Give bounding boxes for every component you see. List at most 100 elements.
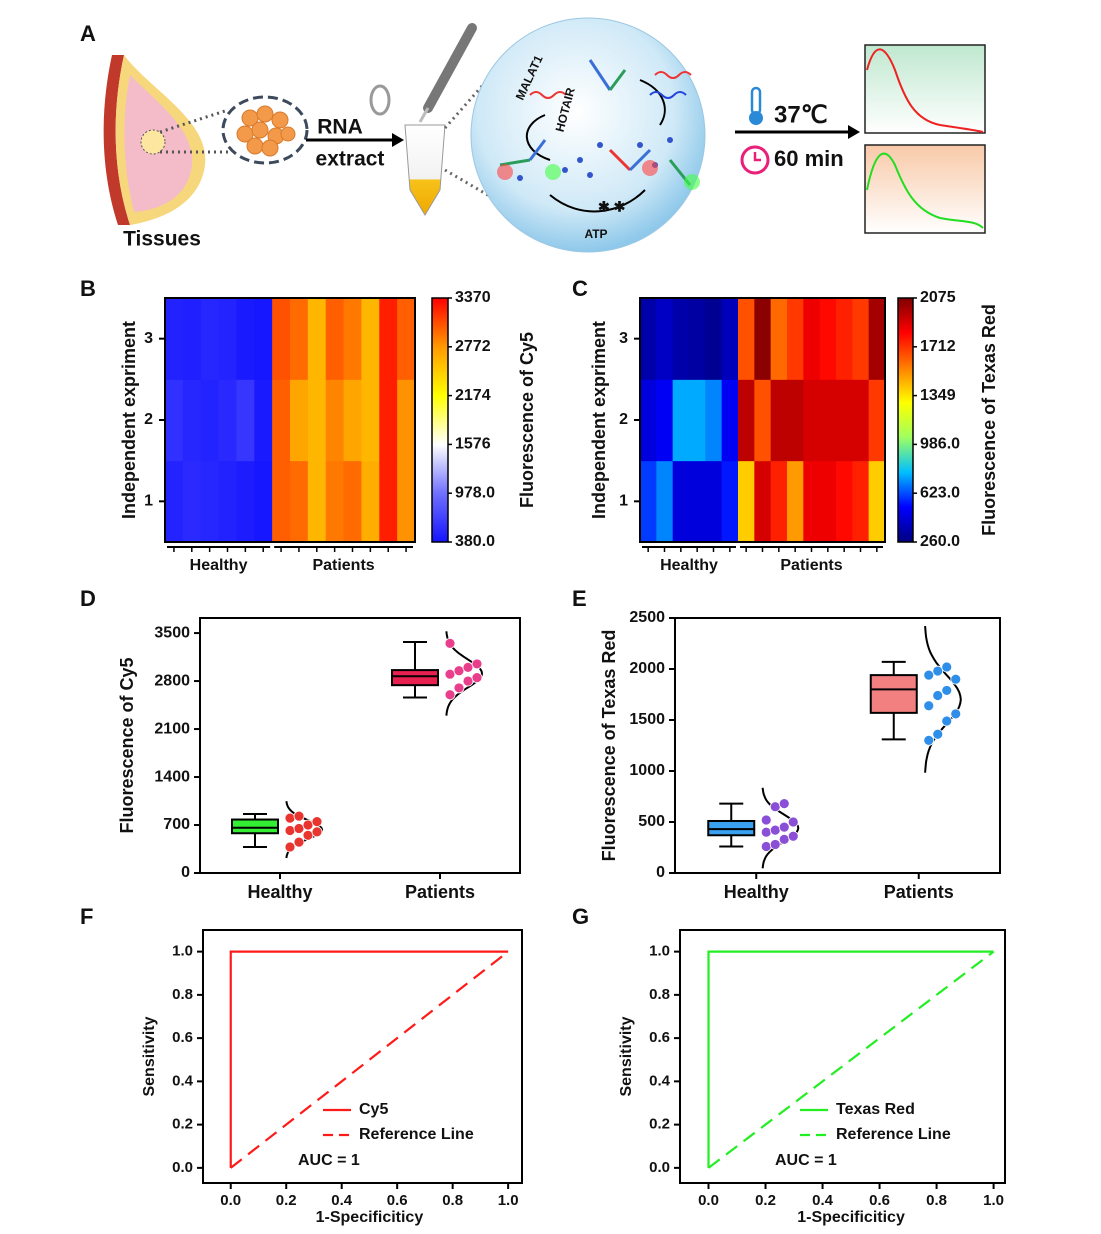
heatmap-cell (272, 460, 291, 543)
data-point (923, 700, 935, 712)
heatmap-cell (236, 379, 255, 462)
probes (499, 59, 692, 186)
heatmap-cell (379, 379, 398, 462)
y-tick-label: 1500 (629, 711, 665, 728)
y-axis-label: Sensitivity (141, 1016, 158, 1096)
data-point (941, 661, 953, 673)
panel-label: C (572, 276, 588, 301)
heatmap-cell (182, 460, 202, 543)
heatmap-cell (738, 460, 755, 543)
y-tick-label: 3500 (154, 624, 190, 641)
heatmap-cell (705, 379, 723, 462)
data-point (444, 637, 456, 649)
data-point (284, 841, 296, 853)
group-label: Patients (312, 557, 374, 574)
heatmap-cell (307, 460, 327, 543)
heatmap-cell (254, 379, 273, 462)
x-tick-label: 1.0 (498, 1192, 519, 1209)
heatmap-cell (819, 379, 837, 462)
roc-line (707, 950, 995, 1169)
y-tick-label: 2800 (154, 672, 190, 689)
heatmap-cell (218, 379, 237, 462)
atp-label: ATP (584, 227, 607, 241)
data-point (471, 658, 483, 670)
colorbar-tick-label: 3370 (455, 289, 491, 306)
heatmap-cell (803, 460, 821, 543)
data-point (932, 728, 944, 740)
heatmap-cell (868, 379, 886, 462)
heatmap-cell (397, 298, 416, 380)
heatmap-cell (787, 298, 804, 380)
roc-line (707, 950, 994, 1168)
data-point (311, 826, 323, 838)
heatmap-cell (852, 460, 870, 543)
y-tick-label: 700 (163, 816, 190, 833)
cells (236, 105, 296, 157)
heatmap-cell (397, 460, 416, 543)
panel-label: D (80, 586, 96, 611)
roc-line (229, 950, 509, 1168)
colorbar-tick-label: 978.0 (455, 484, 495, 501)
group-label: Healthy (190, 557, 248, 574)
heatmap-cell (182, 379, 202, 462)
colorbar-tick-label: 2174 (455, 387, 491, 404)
signal (684, 174, 700, 190)
annotation: AUC = 1 (775, 1152, 837, 1169)
data-point (760, 814, 772, 826)
rna-strand (529, 91, 567, 99)
colorbar-tick-label: 1576 (455, 436, 491, 453)
data-point (769, 801, 781, 813)
heatmap-cell (361, 460, 380, 543)
arrowhead (392, 133, 404, 147)
data-point (778, 798, 790, 810)
data-point (778, 821, 790, 833)
density-curve (924, 626, 962, 773)
x-tick-label: 0.6 (869, 1192, 890, 1209)
y-tick-label: 0.4 (649, 1072, 671, 1089)
x-tick-label: 1.0 (983, 1192, 1004, 1209)
colorbar-tick-label: 2772 (455, 338, 491, 355)
heatmap-cell (868, 460, 886, 543)
pipette (423, 23, 477, 113)
cycle-arrow (549, 189, 646, 213)
y-tick-label: 1.0 (172, 943, 193, 960)
x-tick-label: 0.2 (755, 1192, 776, 1209)
temperature-label: 37℃ (774, 101, 828, 128)
data-point (284, 812, 296, 824)
heatmap-cell (803, 379, 821, 462)
colorbar-tick-label: 2075 (920, 289, 956, 306)
arrowhead (848, 125, 860, 139)
colorbar-tick-label: 380.0 (455, 533, 495, 550)
x-tick-label: 0.0 (698, 1192, 719, 1209)
signal (497, 164, 513, 180)
heatmap-cell (672, 379, 690, 462)
colorbar (897, 297, 914, 543)
box (391, 669, 439, 687)
x-tick-label: 0.8 (926, 1192, 947, 1209)
y-tick-label: 500 (638, 813, 665, 830)
heatmap-cell (307, 298, 327, 380)
x-tick-label: 0.2 (276, 1192, 297, 1209)
pipette-tip (418, 107, 430, 123)
heatmap-cell (200, 460, 220, 543)
data-point (471, 672, 483, 684)
fluorophores (517, 137, 673, 181)
heatmap-cell (836, 298, 853, 380)
legend-label: Reference Line (836, 1126, 951, 1143)
data-point (453, 665, 465, 677)
tube (404, 124, 446, 216)
panel-label: E (572, 586, 587, 611)
y-tick-label: 1000 (629, 762, 665, 779)
y-tick-label: 2 (619, 411, 628, 428)
data-point (932, 690, 944, 701)
data-point (444, 668, 456, 680)
plot-frame (674, 617, 1001, 874)
x-tick-label: Patients (884, 882, 954, 902)
heatmap-cell (236, 460, 255, 543)
heatmap-cell (290, 379, 309, 462)
legend-label: Cy5 (359, 1101, 388, 1118)
data-point (950, 708, 962, 720)
heatmap-cell (852, 298, 870, 380)
heatmap-cell (325, 460, 345, 543)
heatmap-cell (361, 379, 380, 462)
